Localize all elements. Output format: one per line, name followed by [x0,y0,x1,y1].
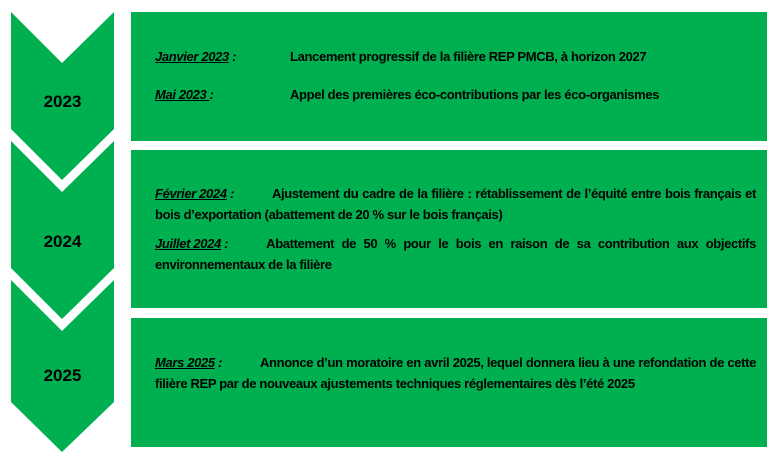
chevron-2024 [11,141,114,319]
event-entry: Janvier 2023 : Lancement progressif de la… [155,46,756,67]
event-text: Appel des premières éco-contributions pa… [290,87,660,102]
chevron-2023 [11,12,114,180]
event-text: Lancement progressif de la filière REP P… [290,49,647,64]
year-label-2024: 2024 [43,232,82,251]
event-date: Mars 2025 : [155,355,222,370]
events-box-2025: Mars 2025 : Annonce d’un moratoire en avr… [131,318,767,447]
event-date: Juillet 2024 : [155,236,229,251]
chevron-2025 [11,280,114,452]
event-entry: Mai 2023 : Appel des premières éco-contri… [155,84,756,105]
event-entry: Juillet 2024 : Abattement de 50 % pour le… [155,233,756,275]
event-text: Annonce d’un moratoire en avril 2025, le… [155,355,756,391]
event-text: Ajustement du cadre de la filière : réta… [155,186,756,222]
event-date: Février 2024 : [155,186,234,201]
event-date: Janvier 2023 : [155,49,237,64]
events-box-2024: Février 2024 : Ajustement du cadre de la … [131,150,767,308]
event-date: Mai 2023 : [155,87,214,102]
event-entry: Février 2024 : Ajustement du cadre de la … [155,183,756,225]
year-label-2025: 2025 [43,366,82,385]
event-entry: Mars 2025 : Annonce d’un moratoire en avr… [155,352,756,394]
year-label-2023: 2023 [43,92,82,111]
event-text: Abattement de 50 % pour le bois en raiso… [155,236,756,272]
events-box-2023: Janvier 2023 : Lancement progressif de la… [131,12,767,141]
